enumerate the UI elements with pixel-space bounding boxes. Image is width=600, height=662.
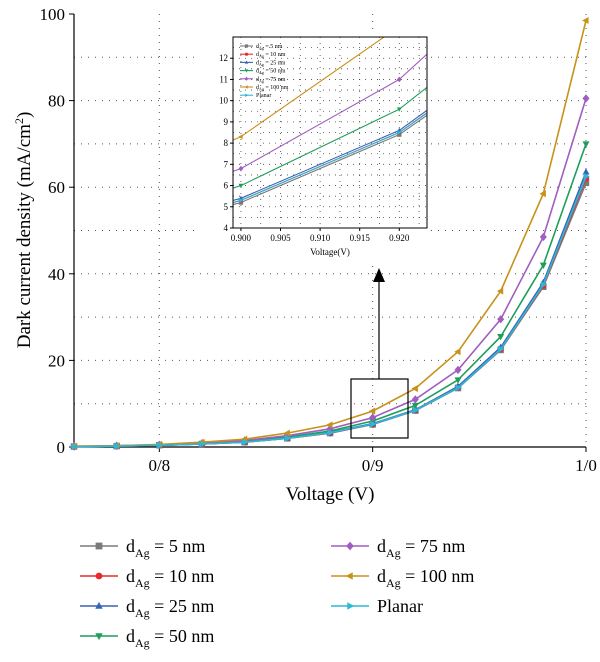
zoom-arrow-head [373, 268, 385, 282]
inset-y-tick-label: 6 [224, 181, 229, 191]
inset-y-tick-label: 11 [219, 74, 228, 84]
y-tick-label: 40 [48, 265, 65, 284]
inset-background [200, 30, 430, 260]
inset-y-tick-label: 12 [219, 53, 228, 63]
inset-legend-marker [245, 53, 248, 56]
data-point [582, 94, 589, 102]
legend-marker [346, 572, 353, 579]
legend-label: dAg = 5 nm [126, 536, 205, 560]
inset-legend-label: dAg = 50 nm [256, 69, 286, 76]
legend-marker [347, 602, 354, 609]
y-axis-title-main: Dark current density (mA/cm [14, 124, 35, 348]
inset-y-tick-label: 7 [224, 159, 229, 169]
legend-item: dAg = 75 nm [331, 536, 465, 560]
legend-marker [96, 543, 103, 550]
legend-label: dAg = 100 nm [377, 566, 474, 590]
data-point [411, 385, 417, 392]
legend-item: Planar [331, 596, 423, 616]
data-point [497, 288, 503, 295]
data-point [369, 408, 375, 415]
x-ticks: 0/8 0/9 1/0 [148, 447, 596, 475]
inset-y-tick-label: 10 [219, 96, 229, 106]
legend-item: dAg = 5 nm [80, 536, 205, 560]
data-point [582, 141, 589, 147]
legend-label: dAg = 75 nm [377, 536, 465, 560]
legend-item: dAg = 25 nm [80, 596, 214, 620]
x-axis-title: Voltage (V) [286, 484, 375, 505]
y-tick-label: 100 [40, 5, 66, 24]
y-axis-title-close: ) [14, 112, 35, 118]
inset-legend-label: dAg = 100 nm [256, 85, 289, 92]
y-tick-label: 80 [48, 92, 65, 111]
inset-y-tick-label: 8 [224, 138, 229, 148]
legend-label: dAg = 50 nm [126, 626, 214, 650]
legend: dAg = 5 nm dAg = 10 nm dAg = 25 nm dAg = 50… [80, 536, 474, 650]
y-axis-title: Dark current density (mA/cm2) [12, 112, 35, 349]
legend-label: dAg = 10 nm [126, 566, 214, 590]
inset-x-tick-label: 0.910 [310, 233, 331, 243]
legend-marker [346, 542, 353, 551]
inset-y-tick-label: 4 [224, 223, 229, 233]
inset-x-axis-title: Voltage(V) [310, 247, 350, 257]
inset-y-tick-label: 9 [224, 117, 229, 127]
inset-legend-label: dAg = 25 nm [256, 60, 286, 67]
x-tick-label: 0/8 [148, 456, 170, 475]
legend-item: dAg = 50 nm [80, 626, 214, 650]
zoom-region-box [351, 379, 408, 438]
legend-item: dAg = 10 nm [80, 566, 214, 590]
y-tick-label: 20 [48, 351, 65, 370]
inset-y-tick-label: 5 [224, 202, 229, 212]
legend-label: Planar [377, 596, 423, 616]
y-tick-label: 0 [57, 438, 66, 457]
inset-x-tick-label: 0.915 [350, 233, 371, 243]
legend-label: dAg = 25 nm [126, 596, 214, 620]
inset-x-tick-label: 0.920 [389, 233, 410, 243]
inset-legend-label: Planar [256, 93, 271, 99]
legend-item: dAg = 100 nm [331, 566, 474, 590]
inset-data-point [397, 24, 401, 29]
y-ticks: 0 20 40 60 80 100 [40, 5, 75, 457]
data-point [412, 395, 419, 403]
y-tick-label: 60 [48, 178, 65, 197]
inset-x-tick-label: 0.905 [270, 233, 291, 243]
legend-marker [96, 573, 103, 580]
inset-legend-label: dAg = 10 nm [256, 52, 286, 59]
x-tick-label: 0/9 [362, 456, 384, 475]
inset-x-tick-label: 0.900 [231, 233, 252, 243]
x-tick-label: 1/0 [575, 456, 597, 475]
inset-legend-label: dAg = 5 nm [256, 44, 283, 51]
inset-legend-label: dAg = 75 nm [256, 77, 286, 84]
inset-chart: 4 5 6 7 8 9 10 11 12 0.900 0.905 0.910 0.915 0.920 V… [83, 0, 558, 260]
dark-current-chart: 0 20 40 60 80 100 0/8 0/9 1/0 4 5 6 7 8 9 10 11 12 0.90… [0, 0, 600, 662]
inset-legend-marker [245, 44, 248, 47]
data-point [540, 233, 547, 241]
